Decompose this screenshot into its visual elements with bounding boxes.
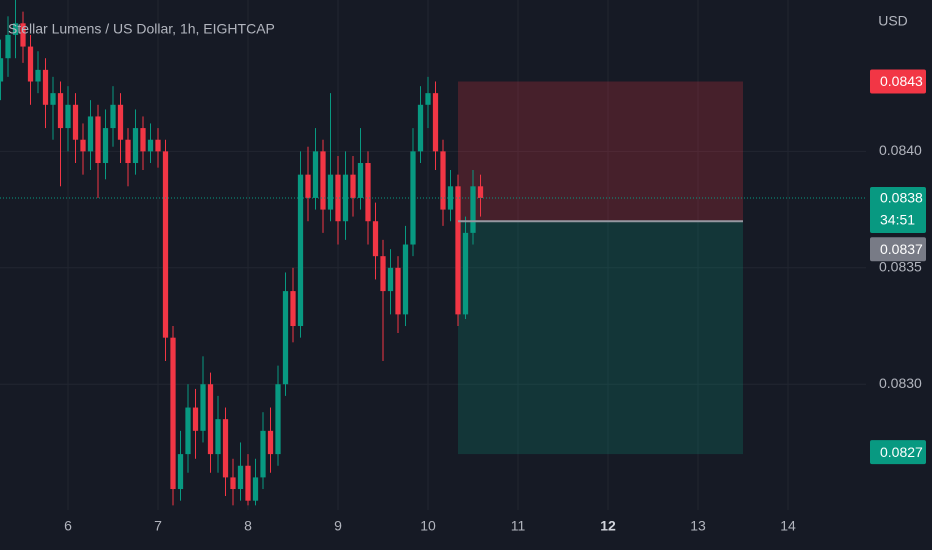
candle-body xyxy=(57,93,64,129)
position-tool[interactable] xyxy=(457,81,743,455)
candle-body xyxy=(327,174,334,210)
candle-body xyxy=(245,465,251,501)
candle-body xyxy=(35,69,41,82)
candle-body xyxy=(440,151,446,210)
last-price-label: 0.0838 xyxy=(880,190,923,206)
candle-body xyxy=(42,69,49,105)
candle-body xyxy=(132,128,139,164)
target-zone[interactable] xyxy=(457,221,743,455)
candle-body xyxy=(147,139,154,152)
candle-body xyxy=(0,58,4,82)
candle-body xyxy=(87,116,94,152)
entry-tag xyxy=(870,237,926,262)
candle-body xyxy=(5,34,11,59)
candle-body xyxy=(312,151,319,198)
candle-body xyxy=(477,186,484,198)
candle-body xyxy=(297,174,304,327)
candle-body xyxy=(275,384,281,455)
x-tick-label: 9 xyxy=(334,518,342,534)
last-price-tag xyxy=(870,186,926,233)
candle-body xyxy=(207,384,214,455)
candle-body xyxy=(177,454,184,490)
x-tick-label: 12 xyxy=(600,518,616,534)
candle-body xyxy=(117,104,124,140)
candle-body xyxy=(215,419,221,455)
candle-body xyxy=(470,186,476,233)
candle-body xyxy=(50,93,56,105)
candle-body xyxy=(260,430,266,478)
overlay xyxy=(0,197,866,223)
y-tick-label: 0.0830 xyxy=(879,375,922,391)
x-tick-label: 8 xyxy=(244,518,252,534)
candle-body xyxy=(200,384,206,431)
candle-body xyxy=(455,186,461,315)
candle-body xyxy=(267,430,274,455)
candle-body xyxy=(230,477,236,490)
candle-body xyxy=(222,419,229,478)
candle-body xyxy=(20,23,26,47)
candle-body xyxy=(12,23,19,35)
candle-body xyxy=(290,291,296,327)
candle-body xyxy=(425,93,431,105)
countdown: 34:51 xyxy=(880,212,915,228)
stop-label: 0.0843 xyxy=(880,73,923,89)
y-tick-label: 0.0840 xyxy=(879,142,922,158)
candle-body xyxy=(372,221,379,257)
x-tick-label: 6 xyxy=(64,518,72,534)
entry-label: 0.0837 xyxy=(880,241,923,257)
candle-body xyxy=(27,46,34,82)
candle-body xyxy=(365,163,371,222)
x-tick-label: 7 xyxy=(154,518,162,534)
stop-tag xyxy=(870,69,926,94)
candle-body xyxy=(80,139,86,152)
candle-body xyxy=(237,465,244,490)
candle-body xyxy=(72,104,79,140)
candle-body xyxy=(357,163,364,198)
candle-body xyxy=(185,407,191,455)
candle-body xyxy=(192,407,199,431)
chart-title: Stellar Lumens / US Dollar, 1h, EIGHTCAP xyxy=(8,21,275,37)
currency: USD xyxy=(878,13,908,29)
candle-body xyxy=(162,151,169,338)
candle-body xyxy=(305,174,311,198)
target-tag xyxy=(870,440,926,465)
candle-body xyxy=(462,232,469,315)
stop-zone[interactable] xyxy=(457,81,743,222)
target-label: 0.0827 xyxy=(880,444,923,460)
candle-body xyxy=(110,104,116,129)
candle-body xyxy=(65,104,71,129)
candle-body xyxy=(387,267,394,292)
candle-body xyxy=(417,104,424,152)
candles xyxy=(0,0,484,506)
candle-body xyxy=(102,128,109,164)
candle-body xyxy=(252,477,259,501)
candle-body xyxy=(402,244,409,315)
candle-body xyxy=(432,93,439,152)
candle-body xyxy=(350,174,356,198)
candle-body xyxy=(380,256,386,292)
candle-body xyxy=(155,139,161,152)
x-tick-label: 13 xyxy=(690,518,706,534)
candle-body xyxy=(335,174,341,222)
x-tick-label: 10 xyxy=(420,518,436,534)
candle-body xyxy=(140,128,146,152)
candle-body xyxy=(282,291,289,385)
candle-body xyxy=(395,267,401,315)
candle-body xyxy=(95,116,101,164)
candle-body xyxy=(320,151,326,210)
candle-body xyxy=(410,151,416,245)
x-tick-label: 11 xyxy=(511,518,526,534)
y-tick-label: 0.0835 xyxy=(879,259,922,275)
x-tick-label: 14 xyxy=(780,518,796,534)
candle-body xyxy=(170,337,176,490)
candle-body xyxy=(125,139,131,164)
